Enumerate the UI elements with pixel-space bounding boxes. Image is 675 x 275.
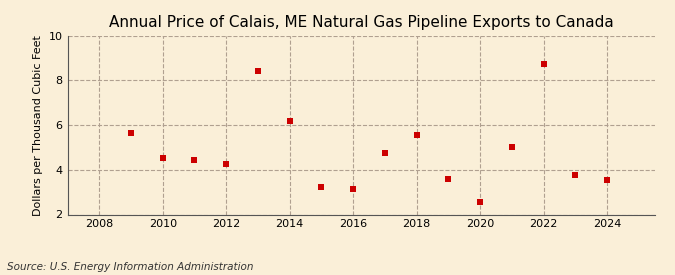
Point bbox=[221, 161, 232, 166]
Point bbox=[126, 131, 136, 135]
Point bbox=[570, 172, 580, 177]
Point bbox=[443, 177, 454, 182]
Title: Annual Price of Calais, ME Natural Gas Pipeline Exports to Canada: Annual Price of Calais, ME Natural Gas P… bbox=[109, 15, 614, 31]
Point bbox=[348, 187, 358, 192]
Point bbox=[284, 119, 295, 123]
Point bbox=[189, 158, 200, 162]
Point bbox=[506, 145, 517, 150]
Point bbox=[411, 133, 422, 138]
Point bbox=[252, 69, 263, 73]
Text: Source: U.S. Energy Information Administration: Source: U.S. Energy Information Administ… bbox=[7, 262, 253, 272]
Point bbox=[316, 184, 327, 189]
Y-axis label: Dollars per Thousand Cubic Feet: Dollars per Thousand Cubic Feet bbox=[33, 35, 43, 216]
Point bbox=[379, 151, 390, 155]
Point bbox=[601, 178, 612, 182]
Point bbox=[538, 62, 549, 67]
Point bbox=[475, 199, 485, 204]
Point bbox=[157, 155, 168, 160]
